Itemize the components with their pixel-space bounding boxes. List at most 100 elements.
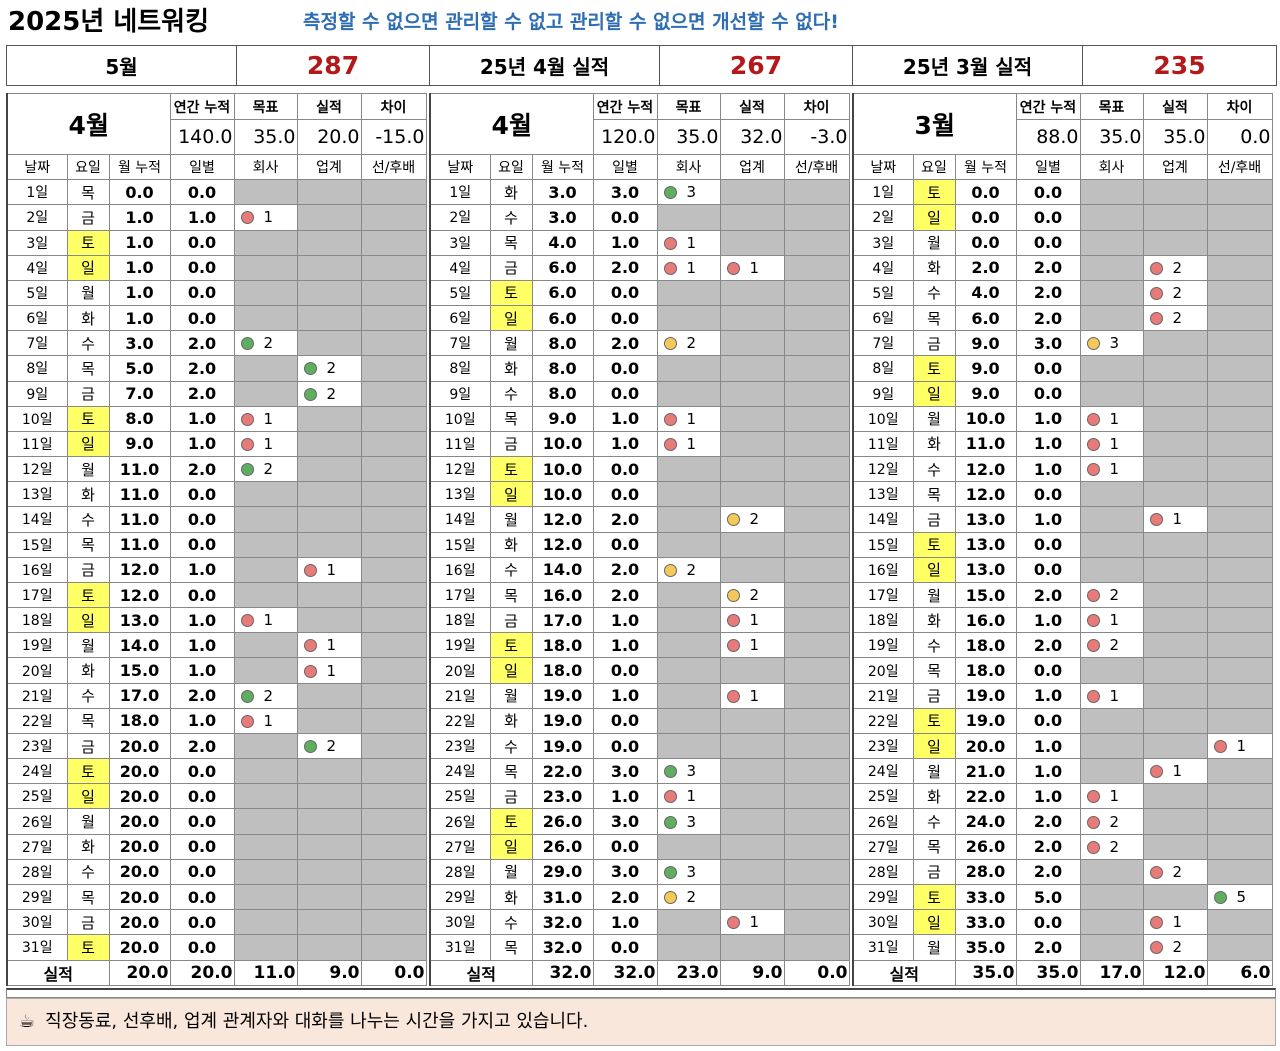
company-cell: 2: [1079, 581, 1144, 609]
company-cell: 1: [233, 430, 298, 458]
header-label: 목표: [656, 93, 721, 120]
weekday-cell: 일: [912, 204, 956, 231]
daily-count: 0.0: [592, 481, 658, 508]
monthly-cumulative: 0.0: [954, 229, 1017, 256]
industry-cell: [296, 481, 362, 508]
daily-count: 1.0: [169, 607, 235, 634]
date-cell: 21일: [852, 682, 914, 709]
company-cell: [1079, 556, 1144, 583]
industry-cell: [1142, 355, 1208, 382]
daily-count: 1.0: [1015, 607, 1081, 634]
industry-cell: 1: [719, 254, 785, 281]
monthly-cumulative: 28.0: [954, 858, 1017, 885]
industry-cell: [719, 556, 785, 583]
monthly-cumulative: 20.0: [108, 909, 171, 936]
status-dot-icon: [240, 614, 254, 628]
count-value: 1: [749, 611, 760, 630]
count-value: 1: [263, 711, 274, 730]
weekday-cell: 일: [66, 607, 110, 634]
date-cell: 12일: [429, 456, 491, 483]
table-row: 6일 일 6.0 0.0: [429, 305, 850, 332]
column-header: 업계: [1142, 153, 1208, 181]
industry-cell: [296, 456, 362, 483]
table-row: 18일 금 17.0 1.0 1: [429, 607, 850, 634]
count-value: 1: [686, 409, 697, 428]
monthly-cumulative: 0.0: [108, 179, 171, 206]
monthly-cumulative: 12.0: [531, 506, 594, 533]
date-cell: 23일: [429, 732, 491, 760]
table-row: 22일 토 19.0 0.0: [852, 707, 1273, 734]
table-row: 24일 토 20.0 0.0: [6, 758, 427, 785]
monthly-cumulative: 20.0: [108, 833, 171, 860]
senior-junior-cell: [1206, 380, 1273, 407]
summary-value: 287: [236, 45, 430, 86]
industry-cell: [719, 179, 785, 206]
status-dot-icon: [303, 387, 317, 401]
date-cell: 25일: [6, 783, 68, 810]
date-cell: 17일: [852, 581, 914, 609]
senior-junior-cell: [1206, 481, 1273, 508]
industry-cell: 2: [1142, 254, 1208, 281]
daily-count: 1.0: [592, 405, 658, 432]
monthly-cumulative: 10.0: [531, 481, 594, 508]
table-row: 23일 일 20.0 1.0 1: [852, 732, 1273, 760]
senior-junior-cell: [360, 355, 427, 382]
weekday-cell: 목: [912, 833, 956, 860]
table-row: 26일 수 24.0 2.0 2: [852, 808, 1273, 835]
company-cell: [1079, 380, 1144, 407]
monthly-cumulative: 11.0: [108, 506, 171, 533]
count-value: 2: [263, 686, 274, 705]
column-header: 날짜: [6, 153, 68, 181]
date-cell: 15일: [429, 531, 491, 558]
company-cell: 1: [1079, 456, 1144, 483]
date-cell: 16일: [6, 556, 68, 583]
date-cell: 14일: [429, 506, 491, 533]
industry-cell: [719, 481, 785, 508]
totals-row: 실적 32.0 32.0 23.0 9.0 0.0: [429, 959, 850, 986]
industry-cell: [1142, 632, 1208, 659]
date-cell: 12일: [6, 456, 68, 483]
count-value: 2: [326, 384, 337, 403]
company-cell: [233, 909, 298, 936]
daily-count: 1.0: [592, 607, 658, 634]
date-cell: 26일: [852, 808, 914, 835]
weekday-cell: 금: [66, 909, 110, 936]
date-cell: 19일: [6, 632, 68, 659]
status-dot-icon: [1086, 412, 1100, 426]
table-row: 27일 목 26.0 2.0 2: [852, 833, 1273, 860]
status-dot-icon: [663, 412, 677, 426]
table-row: 5일 월 1.0 0.0: [6, 279, 427, 307]
industry-cell: [1142, 783, 1208, 810]
count-value: 2: [686, 888, 697, 907]
daily-count: 1.0: [592, 430, 658, 458]
date-cell: 27일: [6, 833, 68, 860]
status-dot-icon: [1149, 261, 1163, 275]
industry-cell: [1142, 657, 1208, 684]
table-row: 17일 월 15.0 2.0 2: [852, 581, 1273, 609]
table-row: 11일 화 11.0 1.0 1: [852, 430, 1273, 458]
weekday-cell: 화: [489, 883, 533, 911]
header-value: 88.0: [1015, 119, 1081, 155]
date-cell: 10일: [852, 405, 914, 432]
weekday-cell: 일: [912, 556, 956, 583]
senior-junior-cell: [783, 330, 850, 357]
weekday-cell: 금: [66, 732, 110, 760]
daily-count: 3.0: [592, 858, 658, 885]
header-label: 연간 누적: [169, 93, 235, 120]
industry-cell: 2: [1142, 858, 1208, 885]
weekday-cell: 토: [66, 934, 110, 961]
daily-count: 0.0: [169, 506, 235, 533]
monthly-cumulative: 13.0: [108, 607, 171, 634]
daily-count: 2.0: [169, 330, 235, 357]
summary-label: 25년 4월 실적: [429, 45, 660, 86]
company-cell: 1: [656, 405, 721, 432]
table-row: 29일 토 33.0 5.0 5: [852, 883, 1273, 911]
industry-cell: 2: [296, 732, 362, 760]
company-cell: [233, 506, 298, 533]
senior-junior-cell: [783, 808, 850, 835]
date-cell: 7일: [429, 330, 491, 357]
total-value: 20.0: [108, 959, 171, 986]
status-dot-icon: [726, 513, 740, 527]
date-cell: 2일: [6, 204, 68, 231]
senior-junior-cell: [1206, 430, 1273, 458]
